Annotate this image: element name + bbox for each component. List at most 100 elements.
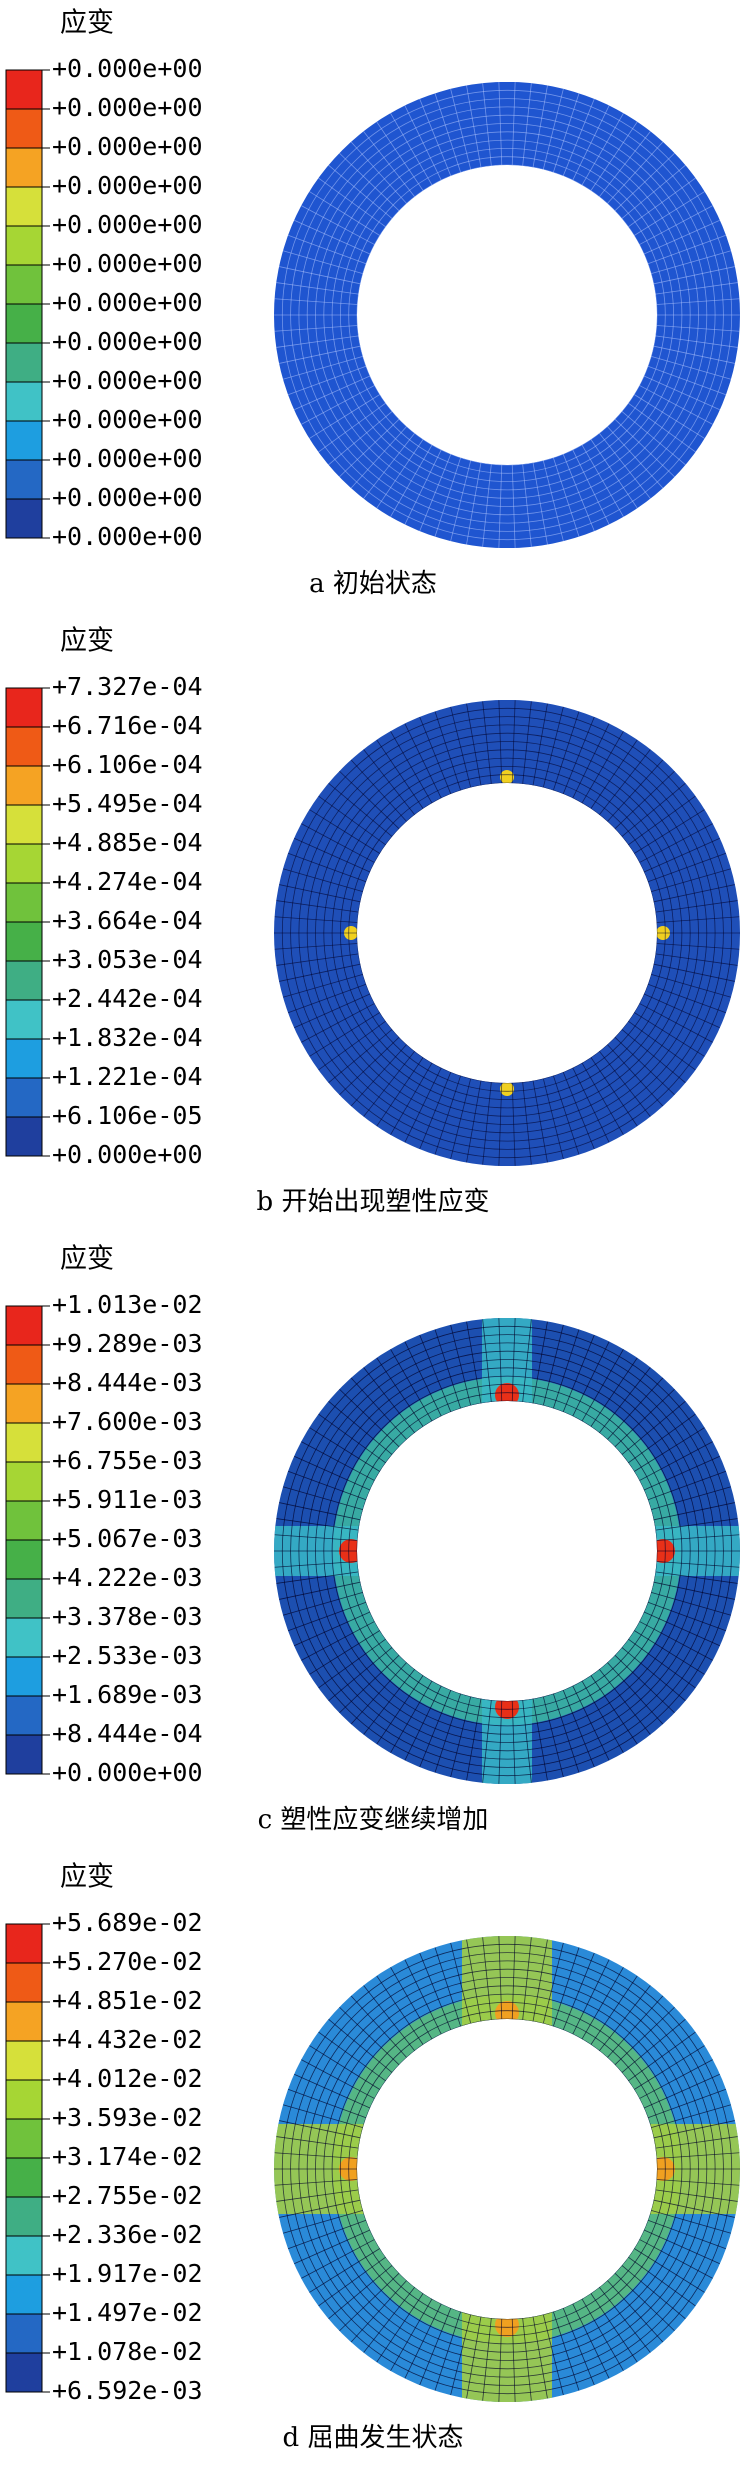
colorbar-cell [5,1116,43,1157]
legend-label: +2.755e-02 [52,2181,203,2210]
legend-label: +0.000e+00 [52,171,203,200]
colorbar-cell [5,303,43,344]
legend-label: +3.593e-02 [52,2103,203,2132]
panel: 应变 +0.000e+00 +0.000e+00 +0.000e+00 +0.000e+… [5,8,740,599]
caption: d 屈曲发生状态 [283,2423,464,2453]
legend-label: +0.000e+00 [52,483,203,512]
legend-label: +4.851e-02 [52,1986,203,2015]
legend-label: +2.336e-02 [52,2220,203,2249]
colorbar-cell [5,1383,43,1424]
colorbar-cell [5,420,43,461]
colorbar-cell [5,999,43,1040]
legend-label: +2.533e-03 [52,1641,203,1670]
panel: 应变 +1.013e-02 +9.289e-03 +8.444e-03 +7.600e-… [5,1244,740,1835]
panel: 应变 +5.689e-02 +5.270e-02 +4.851e-02 +4.432e-… [5,1862,740,2453]
legend-label: +0.000e+00 [52,93,203,122]
legend-label: +4.432e-02 [52,2025,203,2054]
legend-label: +5.270e-02 [52,1947,203,1976]
legend-label: +0.000e+00 [52,210,203,239]
legend-label: +7.600e-03 [52,1407,203,1436]
legend-label: +1.832e-04 [52,1023,203,1052]
caption: b 开始出现塑性应变 [257,1187,490,1217]
colorbar-cell [5,1695,43,1736]
legend-label: +0.000e+00 [52,132,203,161]
colorbar-cell [5,264,43,305]
legend-label: +5.689e-02 [52,1908,203,1937]
colorbar-cell [5,2352,43,2393]
legend-label: +1.221e-04 [52,1062,203,1091]
legend-label: +0.000e+00 [52,1758,203,1787]
legend-label: +8.444e-04 [52,1719,203,1748]
legend-label: +5.911e-03 [52,1485,203,1514]
colorbar-cell [5,2196,43,2237]
caption: c 塑性应变继续增加 [258,1805,489,1835]
colorbar-cell [5,2079,43,2120]
colorbar-cell [5,726,43,767]
colorbar-cell [5,1038,43,1079]
legend-label: +5.495e-04 [52,789,203,818]
colorbar-cell [5,843,43,884]
panel: 应变 +7.327e-04 +6.716e-04 +6.106e-04 +5.495e-… [5,626,740,1217]
colorbar-cell [5,1461,43,1502]
legend-label: +5.067e-03 [52,1524,203,1553]
legend-label: +3.174e-02 [52,2142,203,2171]
colorbar-cell [5,2313,43,2354]
colorbar-cell [5,2118,43,2159]
colorbar-cell [5,765,43,806]
legend-title: 应变 [60,1862,114,1893]
legend-label: +6.106e-04 [52,750,203,779]
colorbar-cell [5,186,43,227]
legend-label: +6.755e-03 [52,1446,203,1475]
legend-label: +3.053e-04 [52,945,203,974]
colorbar-cell [5,147,43,188]
colorbar-cell [5,1923,43,1964]
colorbar-cell [5,225,43,266]
colorbar-cell [5,1077,43,1118]
colorbar-cell [5,687,43,728]
legend-label: +6.106e-05 [52,1101,203,1130]
legend-label: +1.078e-02 [52,2337,203,2366]
colorbar-cell [5,1578,43,1619]
colorbar-cell [5,921,43,962]
colorbar-cell [5,960,43,1001]
legend-label: +9.289e-03 [52,1329,203,1358]
colorbar-cell [5,2274,43,2315]
colorbar-cell [5,1305,43,1346]
legend-label: +1.689e-03 [52,1680,203,1709]
colorbar-cell [5,804,43,845]
colorbar-cell [5,459,43,500]
strain-contour [274,1318,740,1784]
legend-label: +3.378e-03 [52,1602,203,1631]
colorbar-cell [5,108,43,149]
legend-label: +8.444e-03 [52,1368,203,1397]
legend-label: +0.000e+00 [52,366,203,395]
colorbar-cell [5,381,43,422]
legend-label: +3.664e-04 [52,906,203,935]
legend-label: +0.000e+00 [52,522,203,551]
colorbar-cell [5,2157,43,2198]
legend-label: +0.000e+00 [52,54,203,83]
legend-label: +0.000e+00 [52,249,203,278]
legend-label: +0.000e+00 [52,405,203,434]
colorbar-cell [5,342,43,383]
caption: a 初始状态 [309,569,437,599]
colorbar-cell [5,1422,43,1463]
legend-label: +0.000e+00 [52,288,203,317]
colorbar-cell [5,1962,43,2003]
legend-label: +2.442e-04 [52,984,203,1013]
legend-label: +1.013e-02 [52,1290,203,1319]
colorbar-cell [5,1344,43,1385]
legend-label: +0.000e+00 [52,327,203,356]
legend-label: +4.274e-04 [52,867,203,896]
colorbar-cell [5,1656,43,1697]
colorbar-cell [5,1617,43,1658]
legend-label: +4.012e-02 [52,2064,203,2093]
colorbar-cell [5,2001,43,2042]
colorbar-cell [5,1539,43,1580]
legend-title: 应变 [60,1244,114,1275]
legend-label: +0.000e+00 [52,1140,203,1169]
colorbar-cell [5,2040,43,2081]
colorbar-cell [5,498,43,539]
colorbar-cell [5,69,43,110]
legend-label: +7.327e-04 [52,672,203,701]
